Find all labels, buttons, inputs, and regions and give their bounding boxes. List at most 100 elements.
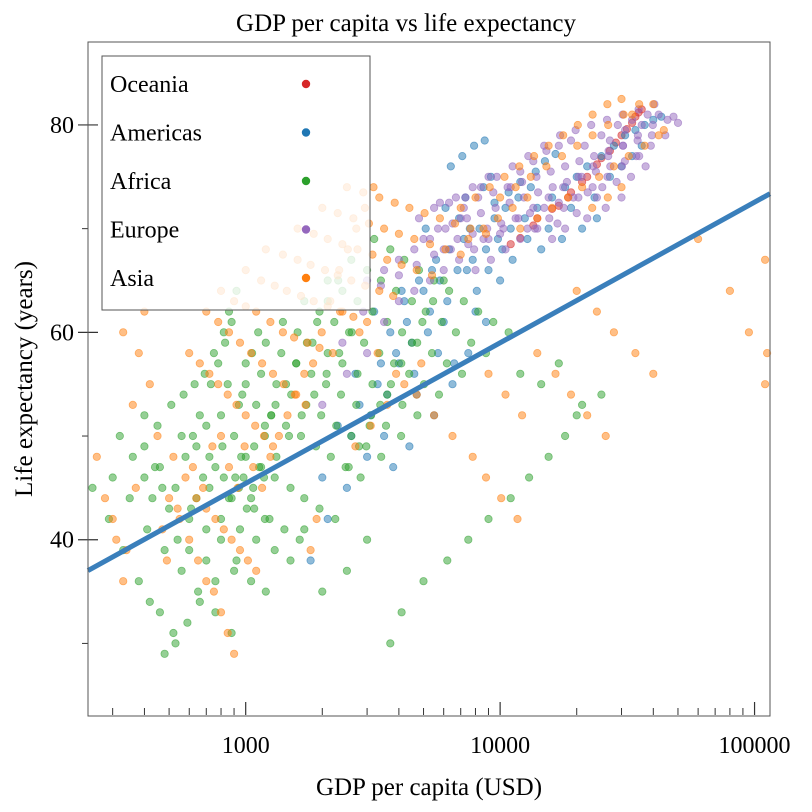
point-asia <box>481 473 491 482</box>
point-africa <box>321 380 331 389</box>
point-asia <box>112 535 121 544</box>
point-africa <box>300 494 309 503</box>
point-africa <box>271 400 280 409</box>
point-asia <box>308 359 318 368</box>
point-asia <box>456 203 465 212</box>
point-africa <box>235 525 245 534</box>
point-africa <box>396 431 406 441</box>
point-europe <box>468 183 477 192</box>
point-africa <box>560 431 570 441</box>
point-asia <box>100 494 110 503</box>
point-africa <box>128 452 137 461</box>
point-asia <box>495 193 505 202</box>
point-asia <box>497 494 506 503</box>
point-africa <box>171 483 180 492</box>
point-asia <box>351 442 360 451</box>
point-americas <box>389 462 398 472</box>
point-europe <box>451 193 460 202</box>
point-africa <box>216 411 226 420</box>
point-asia <box>604 120 613 130</box>
point-africa <box>484 514 493 524</box>
point-asia <box>617 183 626 192</box>
point-americas <box>481 317 491 327</box>
point-africa <box>370 234 379 244</box>
point-europe <box>540 203 549 212</box>
point-asia <box>744 328 754 337</box>
point-africa <box>205 452 214 461</box>
legend-label-oceania: Oceania <box>110 72 189 98</box>
point-africa <box>202 556 211 565</box>
point-asia <box>760 380 770 389</box>
point-africa <box>270 473 279 482</box>
point-asia <box>92 452 101 461</box>
point-europe <box>601 203 610 212</box>
plot-frame <box>87 41 771 717</box>
point-africa <box>459 297 468 306</box>
y-tick-label: 80 <box>50 113 74 139</box>
point-africa <box>115 431 124 441</box>
point-asia <box>563 193 573 202</box>
point-asia <box>211 514 220 524</box>
point-europe <box>583 214 592 223</box>
point-americas <box>448 380 457 389</box>
point-africa <box>218 442 227 451</box>
point-africa <box>489 317 498 327</box>
point-europe <box>604 146 613 155</box>
point-africa <box>148 494 157 503</box>
point-asia <box>511 183 520 192</box>
point-europe <box>554 198 563 207</box>
point-americas <box>469 141 479 150</box>
point-europe <box>617 162 627 171</box>
point-africa <box>239 473 248 482</box>
point-africa <box>331 514 340 524</box>
point-africa <box>88 483 97 492</box>
point-asia <box>268 369 278 378</box>
point-africa <box>506 494 515 503</box>
point-americas <box>495 276 505 285</box>
point-africa <box>231 473 240 482</box>
point-asia <box>420 209 429 218</box>
point-asia <box>410 234 419 244</box>
point-asia <box>466 224 475 233</box>
point-africa <box>427 348 437 358</box>
point-africa <box>397 359 406 368</box>
point-americas <box>402 317 411 327</box>
point-europe <box>588 183 597 192</box>
point-asia <box>328 348 337 358</box>
point-europe <box>469 245 479 254</box>
point-americas <box>362 452 372 461</box>
point-europe <box>429 203 439 212</box>
point-asia <box>216 431 226 441</box>
point-europe <box>654 110 663 119</box>
point-europe <box>618 141 628 150</box>
point-africa <box>277 348 286 358</box>
x-tick-label: 100000 <box>719 733 791 759</box>
point-europe <box>546 167 555 176</box>
point-asia <box>317 328 326 337</box>
point-africa <box>524 473 534 482</box>
point-asia <box>303 338 312 347</box>
point-europe <box>592 193 602 202</box>
point-africa <box>356 473 365 482</box>
point-africa <box>221 338 230 347</box>
point-americas <box>386 328 395 337</box>
point-africa <box>216 535 226 544</box>
point-asia <box>241 411 250 420</box>
point-asia <box>366 421 375 430</box>
point-africa <box>368 307 377 316</box>
point-europe <box>587 120 596 130</box>
point-africa <box>464 535 473 544</box>
legend-label-asia: Asia <box>110 266 154 292</box>
point-americas <box>557 234 567 244</box>
point-europe <box>429 250 439 259</box>
point-asia <box>289 333 299 342</box>
point-africa <box>247 577 256 586</box>
point-oceania <box>506 240 515 249</box>
point-asia <box>529 152 539 161</box>
point-africa <box>342 566 351 575</box>
point-asia <box>312 514 321 524</box>
legend-label-europe: Europe <box>110 218 179 244</box>
point-europe <box>523 224 532 233</box>
point-africa <box>155 608 164 617</box>
point-africa <box>134 577 143 586</box>
